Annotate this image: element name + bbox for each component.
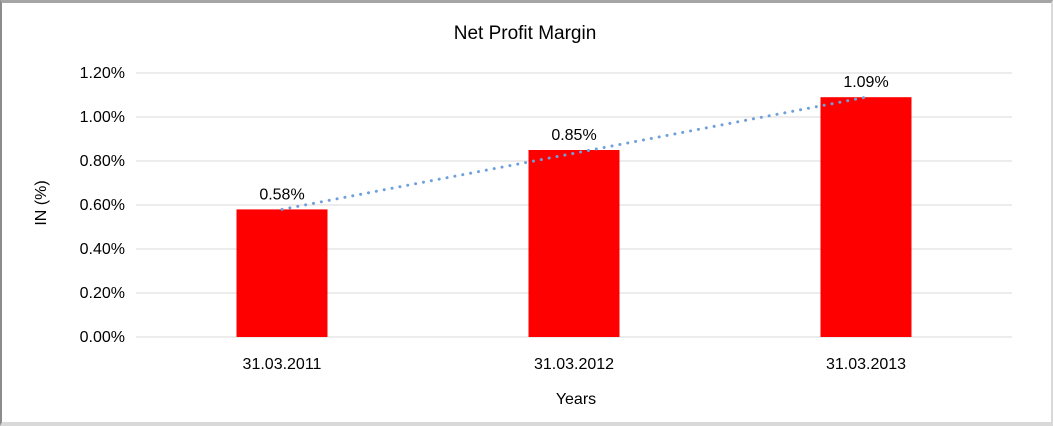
chart-title: Net Profit Margin [454, 23, 597, 44]
x-tick-label: 31.03.2012 [534, 356, 614, 373]
data-labels: 0.58% 0.85% 1.09% [259, 74, 888, 203]
bar-series[interactable] [236, 97, 912, 337]
trendline[interactable] [280, 95, 868, 211]
bar-31.03.2013[interactable] [820, 97, 912, 337]
bar-31.03.2012[interactable] [528, 150, 620, 337]
x-tick-label: 31.03.2011 [243, 356, 322, 373]
y-tick-label: 1.20% [80, 65, 125, 82]
chart-canvas: 0.00% 0.20% 0.40% 0.60% 0.80% 1.00% 1.20% 31.0… [33, 23, 1012, 408]
y-axis-title: IN (%) [33, 180, 50, 225]
data-label: 0.58% [259, 186, 304, 203]
data-label: 0.85% [551, 127, 596, 144]
data-label: 1.09% [843, 74, 888, 91]
y-tick-label: 0.80% [80, 153, 125, 170]
y-axis-tick-labels: 0.00% 0.20% 0.40% 0.60% 0.80% 1.00% 1.20% [80, 65, 125, 346]
y-tick-label: 1.00% [80, 109, 125, 126]
y-tick-label: 0.60% [80, 197, 125, 214]
x-tick-label: 31.03.2013 [826, 356, 906, 373]
bar-31.03.2011[interactable] [236, 209, 328, 337]
x-axis-tick-labels: 31.03.2011 31.03.2012 31.03.2013 [243, 356, 907, 373]
y-tick-label: 0.20% [80, 285, 125, 302]
x-axis-title: Years [556, 391, 596, 408]
y-tick-label: 0.40% [80, 241, 125, 258]
y-tick-label: 0.00% [80, 329, 125, 346]
